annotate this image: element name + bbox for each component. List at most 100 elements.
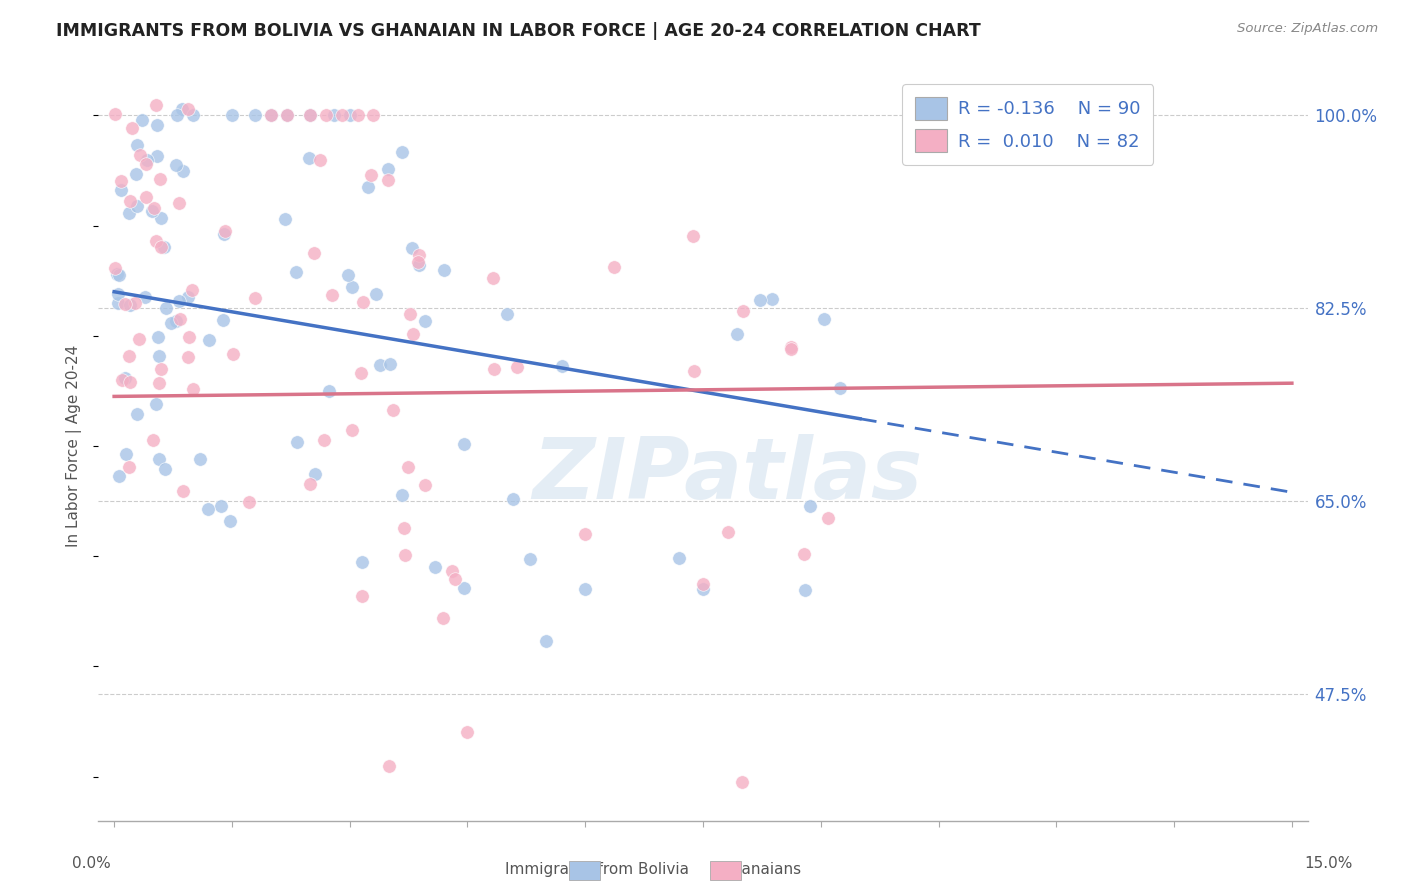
Point — [142, 202, 165, 216]
Point — [142, 433, 165, 447]
Point — [287, 435, 309, 450]
Point — [155, 462, 177, 476]
Point — [312, 434, 335, 448]
Point — [299, 108, 322, 122]
Point — [413, 478, 436, 492]
Point — [114, 297, 136, 311]
Point — [125, 138, 148, 153]
Point — [830, 382, 852, 396]
Point — [668, 550, 690, 565]
Point — [276, 108, 298, 122]
Point — [813, 312, 835, 326]
Point — [128, 332, 150, 346]
Point — [315, 108, 337, 122]
Point — [731, 304, 754, 318]
Point — [574, 582, 596, 597]
Point — [817, 511, 839, 525]
Point — [408, 254, 430, 268]
Point — [273, 212, 295, 227]
Point — [131, 113, 153, 128]
Point — [150, 211, 173, 226]
Point — [148, 330, 170, 344]
Point — [159, 316, 181, 330]
Point — [180, 283, 202, 297]
Point — [115, 447, 138, 461]
Point — [114, 371, 136, 385]
Point — [219, 514, 242, 528]
Point — [361, 108, 384, 122]
Point — [118, 298, 141, 312]
Point — [127, 198, 149, 212]
Point — [780, 342, 803, 356]
Point — [104, 107, 127, 121]
Point — [128, 148, 150, 162]
Point — [370, 359, 392, 373]
Point — [779, 340, 801, 354]
Point — [135, 156, 157, 170]
Point — [444, 572, 467, 586]
Point — [149, 240, 172, 254]
Point — [321, 287, 343, 301]
Point — [153, 240, 176, 254]
Point — [212, 313, 235, 327]
Legend: R = -0.136    N = 90, R =  0.010    N = 82: R = -0.136 N = 90, R = 0.010 N = 82 — [903, 84, 1153, 165]
Point — [197, 502, 219, 516]
Point — [134, 290, 156, 304]
Point — [118, 349, 141, 363]
Point — [167, 196, 190, 211]
Point — [398, 307, 420, 321]
Point — [110, 174, 132, 188]
Text: 15.0%: 15.0% — [1305, 856, 1353, 871]
Point — [360, 168, 382, 182]
Point — [392, 521, 415, 535]
Point — [209, 499, 232, 513]
Point — [453, 581, 475, 595]
Point — [408, 248, 430, 262]
Point — [181, 382, 204, 396]
Point — [391, 488, 413, 502]
Point — [145, 235, 167, 249]
Point — [181, 108, 204, 122]
Point — [793, 547, 815, 561]
Point — [298, 476, 321, 491]
Point — [682, 364, 704, 378]
Point — [150, 361, 173, 376]
Point — [340, 280, 363, 294]
Text: Source: ZipAtlas.com: Source: ZipAtlas.com — [1237, 22, 1378, 36]
Point — [346, 108, 368, 122]
Point — [165, 314, 187, 328]
Point — [519, 551, 541, 566]
Point — [453, 437, 475, 451]
Point — [536, 633, 558, 648]
Point — [124, 295, 146, 310]
Point — [222, 347, 245, 361]
Point — [423, 560, 446, 574]
Point — [408, 258, 430, 272]
Point — [378, 758, 401, 772]
Point — [574, 527, 596, 541]
Point — [172, 483, 194, 498]
Point — [433, 262, 456, 277]
Point — [506, 359, 529, 374]
Point — [692, 576, 714, 591]
Point — [107, 296, 129, 310]
Point — [692, 582, 714, 597]
Point — [394, 548, 416, 562]
Point — [172, 163, 194, 178]
Point — [364, 287, 387, 301]
Point — [177, 289, 200, 303]
Point — [302, 245, 325, 260]
Y-axis label: In Labor Force | Age 20-24: In Labor Force | Age 20-24 — [66, 345, 83, 547]
Point — [214, 224, 236, 238]
Point — [243, 291, 266, 305]
Point — [238, 495, 260, 509]
Point — [110, 184, 132, 198]
Point — [104, 260, 127, 275]
Text: ZIPatlas: ZIPatlas — [531, 434, 922, 517]
Point — [731, 775, 754, 789]
Point — [482, 362, 505, 376]
Point — [682, 228, 704, 243]
Point — [441, 564, 464, 578]
Point — [495, 307, 517, 321]
Point — [188, 452, 211, 467]
